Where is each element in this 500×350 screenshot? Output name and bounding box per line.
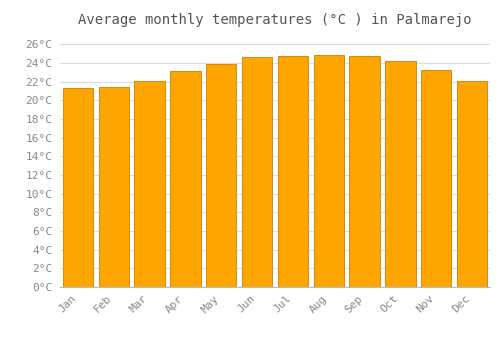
Bar [170,71,200,287]
Bar [385,61,416,287]
Bar [421,70,452,287]
Bar [278,56,308,287]
Bar [350,56,380,287]
Bar [314,55,344,287]
Title: Average monthly temperatures (°C ) in Palmarejo: Average monthly temperatures (°C ) in Pa… [78,13,472,27]
Bar [242,57,272,287]
Bar [457,81,488,287]
Bar [206,64,236,287]
Bar [62,88,93,287]
Bar [134,81,165,287]
Bar [98,87,129,287]
